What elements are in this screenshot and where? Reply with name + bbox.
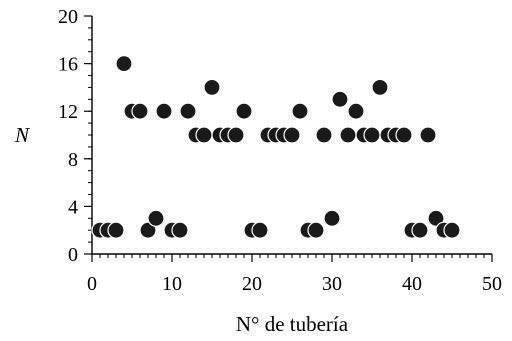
x-tick-label: 20 (242, 273, 262, 295)
y-axis-label: N (14, 123, 30, 147)
data-point (139, 221, 157, 239)
data-point (339, 126, 357, 144)
y-tick-label: 16 (58, 54, 78, 76)
y-tick-label: 20 (58, 6, 78, 28)
data-point (107, 221, 125, 239)
x-tick-label: 0 (87, 273, 97, 295)
x-tick-label: 40 (402, 273, 422, 295)
y-tick-label: 8 (68, 149, 78, 171)
data-point (323, 209, 341, 227)
y-tick-label: 0 (68, 244, 78, 266)
x-axis-label: N° de tubería (236, 312, 349, 336)
ticks: 0 4 8 12 16 20 0 10 20 30 40 50 (58, 6, 502, 295)
data-point (427, 209, 445, 227)
data-point (171, 221, 189, 239)
data-point (331, 90, 349, 108)
data-point (291, 102, 309, 120)
data-point (363, 126, 381, 144)
data-point (307, 221, 325, 239)
x-tick-label: 10 (162, 273, 182, 295)
data-point (419, 126, 437, 144)
data-point (179, 102, 197, 120)
data-point (347, 102, 365, 120)
data-points (91, 54, 461, 239)
data-point (411, 221, 429, 239)
y-tick-label: 4 (68, 196, 78, 218)
data-point (283, 126, 301, 144)
y-tick-label: 12 (58, 101, 78, 123)
data-point (315, 126, 333, 144)
data-point (203, 78, 221, 97)
data-point (155, 102, 173, 120)
data-point (371, 78, 389, 97)
data-point (115, 54, 133, 73)
data-point (251, 221, 269, 239)
x-tick-label: 50 (482, 273, 502, 295)
data-point (443, 221, 461, 239)
data-point (131, 102, 149, 120)
data-point (395, 126, 413, 144)
data-point (195, 126, 213, 144)
data-point (227, 126, 245, 144)
x-tick-label: 30 (322, 273, 342, 295)
data-point (147, 209, 165, 227)
data-point (235, 102, 253, 120)
